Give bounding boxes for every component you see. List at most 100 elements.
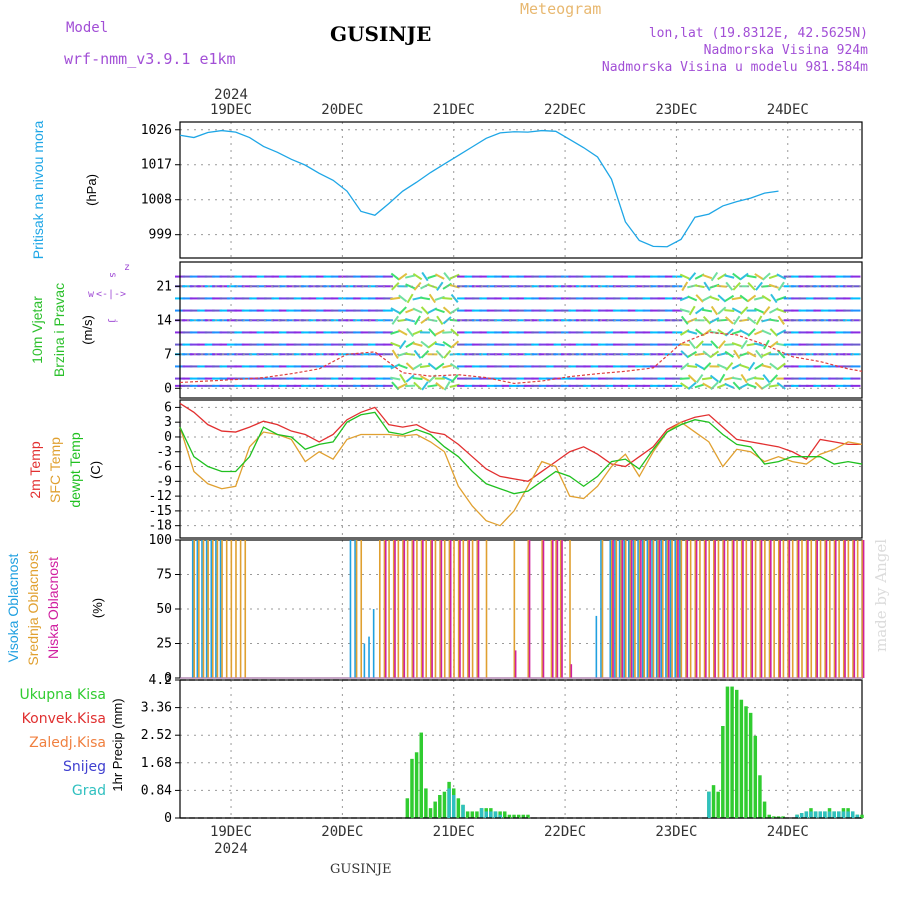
wind-barb <box>442 331 453 334</box>
y-tick-label: 0 <box>164 671 172 686</box>
wind-barb <box>450 293 459 303</box>
wind-barb <box>434 273 445 280</box>
precip-bar <box>493 811 498 818</box>
wind-barb <box>755 315 763 326</box>
precip-bar <box>818 811 822 818</box>
precip-bar <box>725 686 730 818</box>
wind-barb <box>717 294 727 303</box>
y-tick-label: 6 <box>164 400 172 415</box>
wind-axis-unit: (m/s) <box>80 315 95 345</box>
wind-barb <box>776 362 786 371</box>
wind-axis-title-1: 10m Vjetar <box>29 296 45 364</box>
y-tick-label: 3 <box>164 415 172 430</box>
y-tick-label: 75 <box>156 568 172 583</box>
wind-barb <box>413 349 422 359</box>
wind-barb <box>746 383 757 389</box>
wind-barb <box>724 309 735 313</box>
cloud-axis-unit: (%) <box>90 598 105 618</box>
wind-barb <box>391 315 400 325</box>
wind-barb <box>770 293 778 304</box>
wind-barb <box>710 381 719 391</box>
wind-barb <box>716 352 727 357</box>
precip-bar <box>716 791 720 818</box>
wind-barb <box>739 351 750 357</box>
model-name: wrf-nmm_v3.9.1 e1km <box>64 50 236 68</box>
wind-barb <box>406 293 414 304</box>
wind-barb <box>709 295 720 302</box>
wind-barb <box>755 281 763 291</box>
wind-barb <box>702 350 712 359</box>
precip-bar <box>475 811 479 818</box>
precip-legend-item: Snijeg <box>63 759 106 775</box>
precip-bar <box>433 801 437 818</box>
precip-bar <box>479 808 484 818</box>
precip-bar <box>461 804 465 818</box>
y-tick-label: 25 <box>156 637 172 652</box>
x-day-label-top: 22DEC <box>544 102 586 118</box>
wind-barb <box>450 374 459 384</box>
wind-barb <box>746 294 757 303</box>
wind-barb <box>421 381 429 391</box>
y-tick-label: -12 <box>149 489 172 504</box>
wind-barb <box>761 329 772 336</box>
chart-subtitle: Meteogram <box>520 0 602 18</box>
wind-barb <box>428 293 437 304</box>
wind-barb <box>731 329 742 335</box>
top-year-label: 2024 <box>214 87 248 103</box>
y-tick-label: -15 <box>149 504 172 519</box>
temp-series-line-0 <box>179 402 862 483</box>
wind-barb <box>733 315 741 325</box>
x-day-label-bottom: 19DEC <box>210 824 252 840</box>
precip-bar <box>850 811 855 818</box>
wind-barb <box>761 364 772 369</box>
precip-bar <box>470 811 475 818</box>
wind-barb <box>703 281 711 291</box>
precip-bar <box>837 811 841 818</box>
y-tick-label: 999 <box>149 228 172 243</box>
wind-barb <box>694 363 705 370</box>
wind-barb <box>762 374 771 384</box>
precip-bar <box>526 814 530 818</box>
wind-barb <box>398 339 407 350</box>
precip-bar <box>772 816 776 818</box>
wind-barb <box>709 350 720 359</box>
wind-barb <box>427 384 438 388</box>
wind-barb <box>412 377 423 381</box>
wind-barb <box>412 329 423 336</box>
wind-barb <box>777 349 786 359</box>
y-tick-label: 1008 <box>141 193 172 208</box>
y-tick-label: 0 <box>164 381 172 396</box>
wind-speed-line <box>179 331 863 385</box>
precip-bar <box>799 813 804 818</box>
y-tick-label: 1.68 <box>141 756 172 771</box>
wind-barb <box>420 340 430 349</box>
y-tick-label: -6 <box>156 460 172 475</box>
wind-barb <box>739 294 749 303</box>
cloud-axis-title-1: Visoka Oblacnost <box>5 554 21 663</box>
precip-legend-item: Grad <box>72 783 106 799</box>
wind-barb <box>428 328 437 337</box>
wind-barb <box>769 362 779 371</box>
wind-barb <box>420 306 430 315</box>
wind-barb <box>717 328 727 336</box>
wind-panel <box>179 261 863 399</box>
wind-barb <box>724 350 735 358</box>
wind-barb <box>687 381 697 390</box>
precip-bar <box>438 795 442 818</box>
wind-barb <box>434 307 445 314</box>
wind-barb <box>724 294 735 302</box>
wind-barb <box>753 296 765 301</box>
wind-barb <box>405 374 415 383</box>
wind-barb <box>695 294 704 303</box>
wind-barb <box>687 374 697 383</box>
wind-barb <box>776 308 787 314</box>
wind-barb <box>443 272 452 282</box>
wind-barb <box>390 307 401 314</box>
temp-axis-title-2: SFC Temp <box>47 437 63 503</box>
precip-bar <box>711 785 716 818</box>
x-day-label-bottom: 21DEC <box>433 824 475 840</box>
wind-barb <box>731 307 742 314</box>
wind-barb <box>768 283 779 289</box>
precip-bar <box>823 811 827 818</box>
